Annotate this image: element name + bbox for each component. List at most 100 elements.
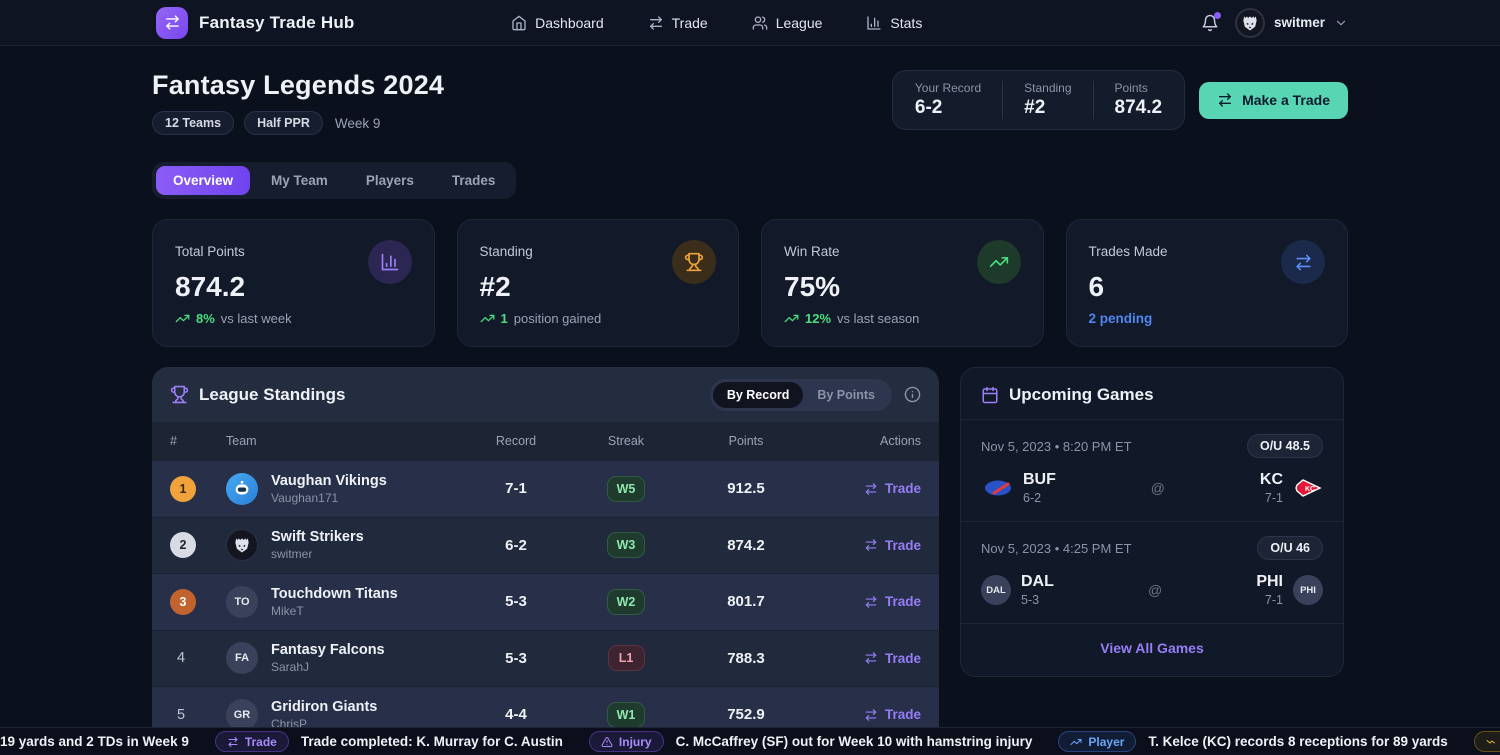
game-time: Nov 5, 2023 • 4:25 PM ET [981, 540, 1132, 556]
record-summary-card: Your Record 6-2 Standing #2 Points 874.2 [891, 70, 1186, 130]
stat-delta: 8% [196, 311, 215, 326]
stat-value: 75% [784, 270, 841, 302]
scoring-badge: Half PPR [244, 111, 323, 135]
info-icon[interactable] [904, 386, 921, 403]
bell-icon[interactable] [1199, 11, 1221, 34]
record-value: 4-4 [505, 706, 527, 724]
row-trade-button[interactable]: Trade [864, 651, 921, 666]
team-record: 5-3 [1021, 593, 1040, 607]
nav-item-trade[interactable]: Trade [648, 15, 708, 31]
streak-badge: W2 [606, 588, 646, 615]
team-record: 6-2 [1023, 491, 1042, 505]
rank-number: 5 [177, 706, 186, 723]
points-value: 788.3 [727, 649, 765, 667]
bar-chart-icon [866, 15, 882, 31]
home-icon [511, 15, 527, 31]
sort-toggle: By Record By Points [709, 378, 892, 411]
page-title: Fantasy Legends 2024 [152, 70, 445, 100]
trending-down-icon [1486, 736, 1498, 748]
stat-card-trades-made: Trades Made 6 2 pending [1065, 219, 1348, 347]
badge-label: Injury [618, 734, 652, 749]
table-row[interactable]: 4 FA Fantasy Falcons SarahJ 5-3 L1 788.3… [152, 629, 939, 686]
stat-value: #2 [479, 270, 511, 302]
brand[interactable]: Fantasy Trade Hub [156, 6, 355, 39]
game-card[interactable]: Nov 5, 2023 • 8:20 PM ET O/U 48.5 BUF 6-… [961, 420, 1343, 522]
chevron-down-icon [1334, 16, 1348, 30]
table-row[interactable]: 2 Swift Strikers switmer 6-2 W3 874.2 [152, 516, 939, 573]
nav-item-label: Dashboard [535, 14, 604, 31]
make-a-trade-button[interactable]: Make a Trade [1199, 81, 1348, 119]
summary-label: Points [1114, 81, 1148, 95]
swap-icon [227, 736, 239, 748]
row-trade-button[interactable]: Trade [864, 594, 921, 609]
row-trade-label: Trade [884, 537, 921, 553]
ticker-item: Trade Trade completed: K. Murray for C. … [214, 731, 563, 752]
stat-suffix: vs last week [220, 311, 292, 326]
upcoming-games-panel: Upcoming Games Nov 5, 2023 • 8:20 PM ET … [960, 367, 1344, 677]
view-all-games-link[interactable]: View All Games [1100, 640, 1204, 656]
col-team: Team [226, 434, 257, 448]
users-icon [752, 15, 768, 31]
chiefs-logo-icon: KC [1293, 477, 1323, 499]
col-rank: # [170, 434, 177, 448]
tab-my-team[interactable]: My Team [271, 173, 328, 188]
points-value: 801.7 [727, 593, 765, 611]
toggle-by-points[interactable]: By Points [817, 387, 875, 402]
pending-trades-link[interactable]: 2 pending [1088, 311, 1153, 326]
team-name: Swift Strikers [271, 529, 364, 546]
view-tabs: Overview My Team Players Trades [152, 162, 517, 199]
record-value: 5-3 [505, 593, 527, 611]
streak-badge: W1 [606, 701, 646, 728]
swap-icon [156, 6, 188, 39]
stat-card-standing: Standing #2 1 position gained [456, 219, 739, 347]
team-abbr: PHI [1256, 573, 1283, 590]
swap-icon [1217, 92, 1233, 108]
tab-overview[interactable]: Overview [156, 166, 251, 195]
nav-item-label: League [775, 14, 823, 31]
stat-suffix: vs last season [837, 311, 920, 326]
points-value: 874.2 [727, 536, 765, 554]
row-trade-button[interactable]: Trade [864, 538, 921, 553]
team-avatar: TO [226, 585, 258, 618]
record-value: 7-1 [505, 480, 527, 498]
nav-item-dashboard[interactable]: Dashboard [511, 15, 604, 31]
team-owner: switmer [271, 547, 313, 562]
ticker-text: T. Kelce (KC) records 8 receptions for 8… [1148, 734, 1448, 749]
team-name: Gridiron Giants [271, 698, 378, 715]
standings-header-row: # Team Record Streak Points Actions [152, 422, 939, 460]
nav-item-league[interactable]: League [752, 14, 823, 31]
home-team: PHI 7-1 PHI [1256, 573, 1323, 607]
swap-icon [864, 651, 878, 665]
tab-players[interactable]: Players [365, 173, 414, 188]
team-avatar [226, 529, 258, 562]
bills-logo-icon [981, 477, 1013, 499]
game-time: Nov 5, 2023 • 8:20 PM ET [981, 438, 1132, 454]
away-team: DAL DAL 5-3 [981, 573, 1054, 607]
warning-triangle-icon [601, 736, 613, 748]
make-a-trade-label: Make a Trade [1242, 92, 1330, 108]
table-row[interactable]: 1 Vaughan Vikings Vaughan171 7-1 W5 912.… [152, 460, 939, 517]
table-row[interactable]: 3 TO Touchdown Titans MikeT 5-3 W2 801.7… [152, 573, 939, 630]
user-menu[interactable]: switmer [1234, 7, 1348, 38]
swap-icon [864, 482, 878, 496]
team-abbr: DAL [1021, 573, 1054, 590]
news-ticker[interactable]: 19 yards and 2 TDs in Week 9 Trade Trade… [0, 727, 1500, 755]
trending-up-icon [784, 311, 799, 326]
game-card[interactable]: Nov 5, 2023 • 4:25 PM ET O/U 46 DAL DAL … [961, 522, 1343, 624]
row-trade-button[interactable]: Trade [864, 481, 921, 496]
swap-icon [864, 595, 878, 609]
record-value: 6-2 [505, 536, 527, 554]
team-owner: SarahJ [271, 660, 310, 675]
player-badge: Player [1058, 731, 1137, 752]
swap-icon [864, 538, 878, 552]
upcoming-title-row: Upcoming Games [981, 385, 1323, 405]
home-team: KC 7-1 KC [1260, 471, 1323, 505]
summary-value: 874.2 [1114, 97, 1163, 118]
over-under-badge: O/U 48.5 [1246, 434, 1323, 458]
team-owner: Vaughan171 [271, 490, 339, 505]
nav-item-stats[interactable]: Stats [866, 15, 922, 31]
row-trade-button[interactable]: Trade [864, 707, 921, 722]
tab-trades[interactable]: Trades [451, 173, 496, 188]
away-team: BUF 6-2 [981, 471, 1056, 505]
toggle-by-record[interactable]: By Record [712, 381, 804, 408]
